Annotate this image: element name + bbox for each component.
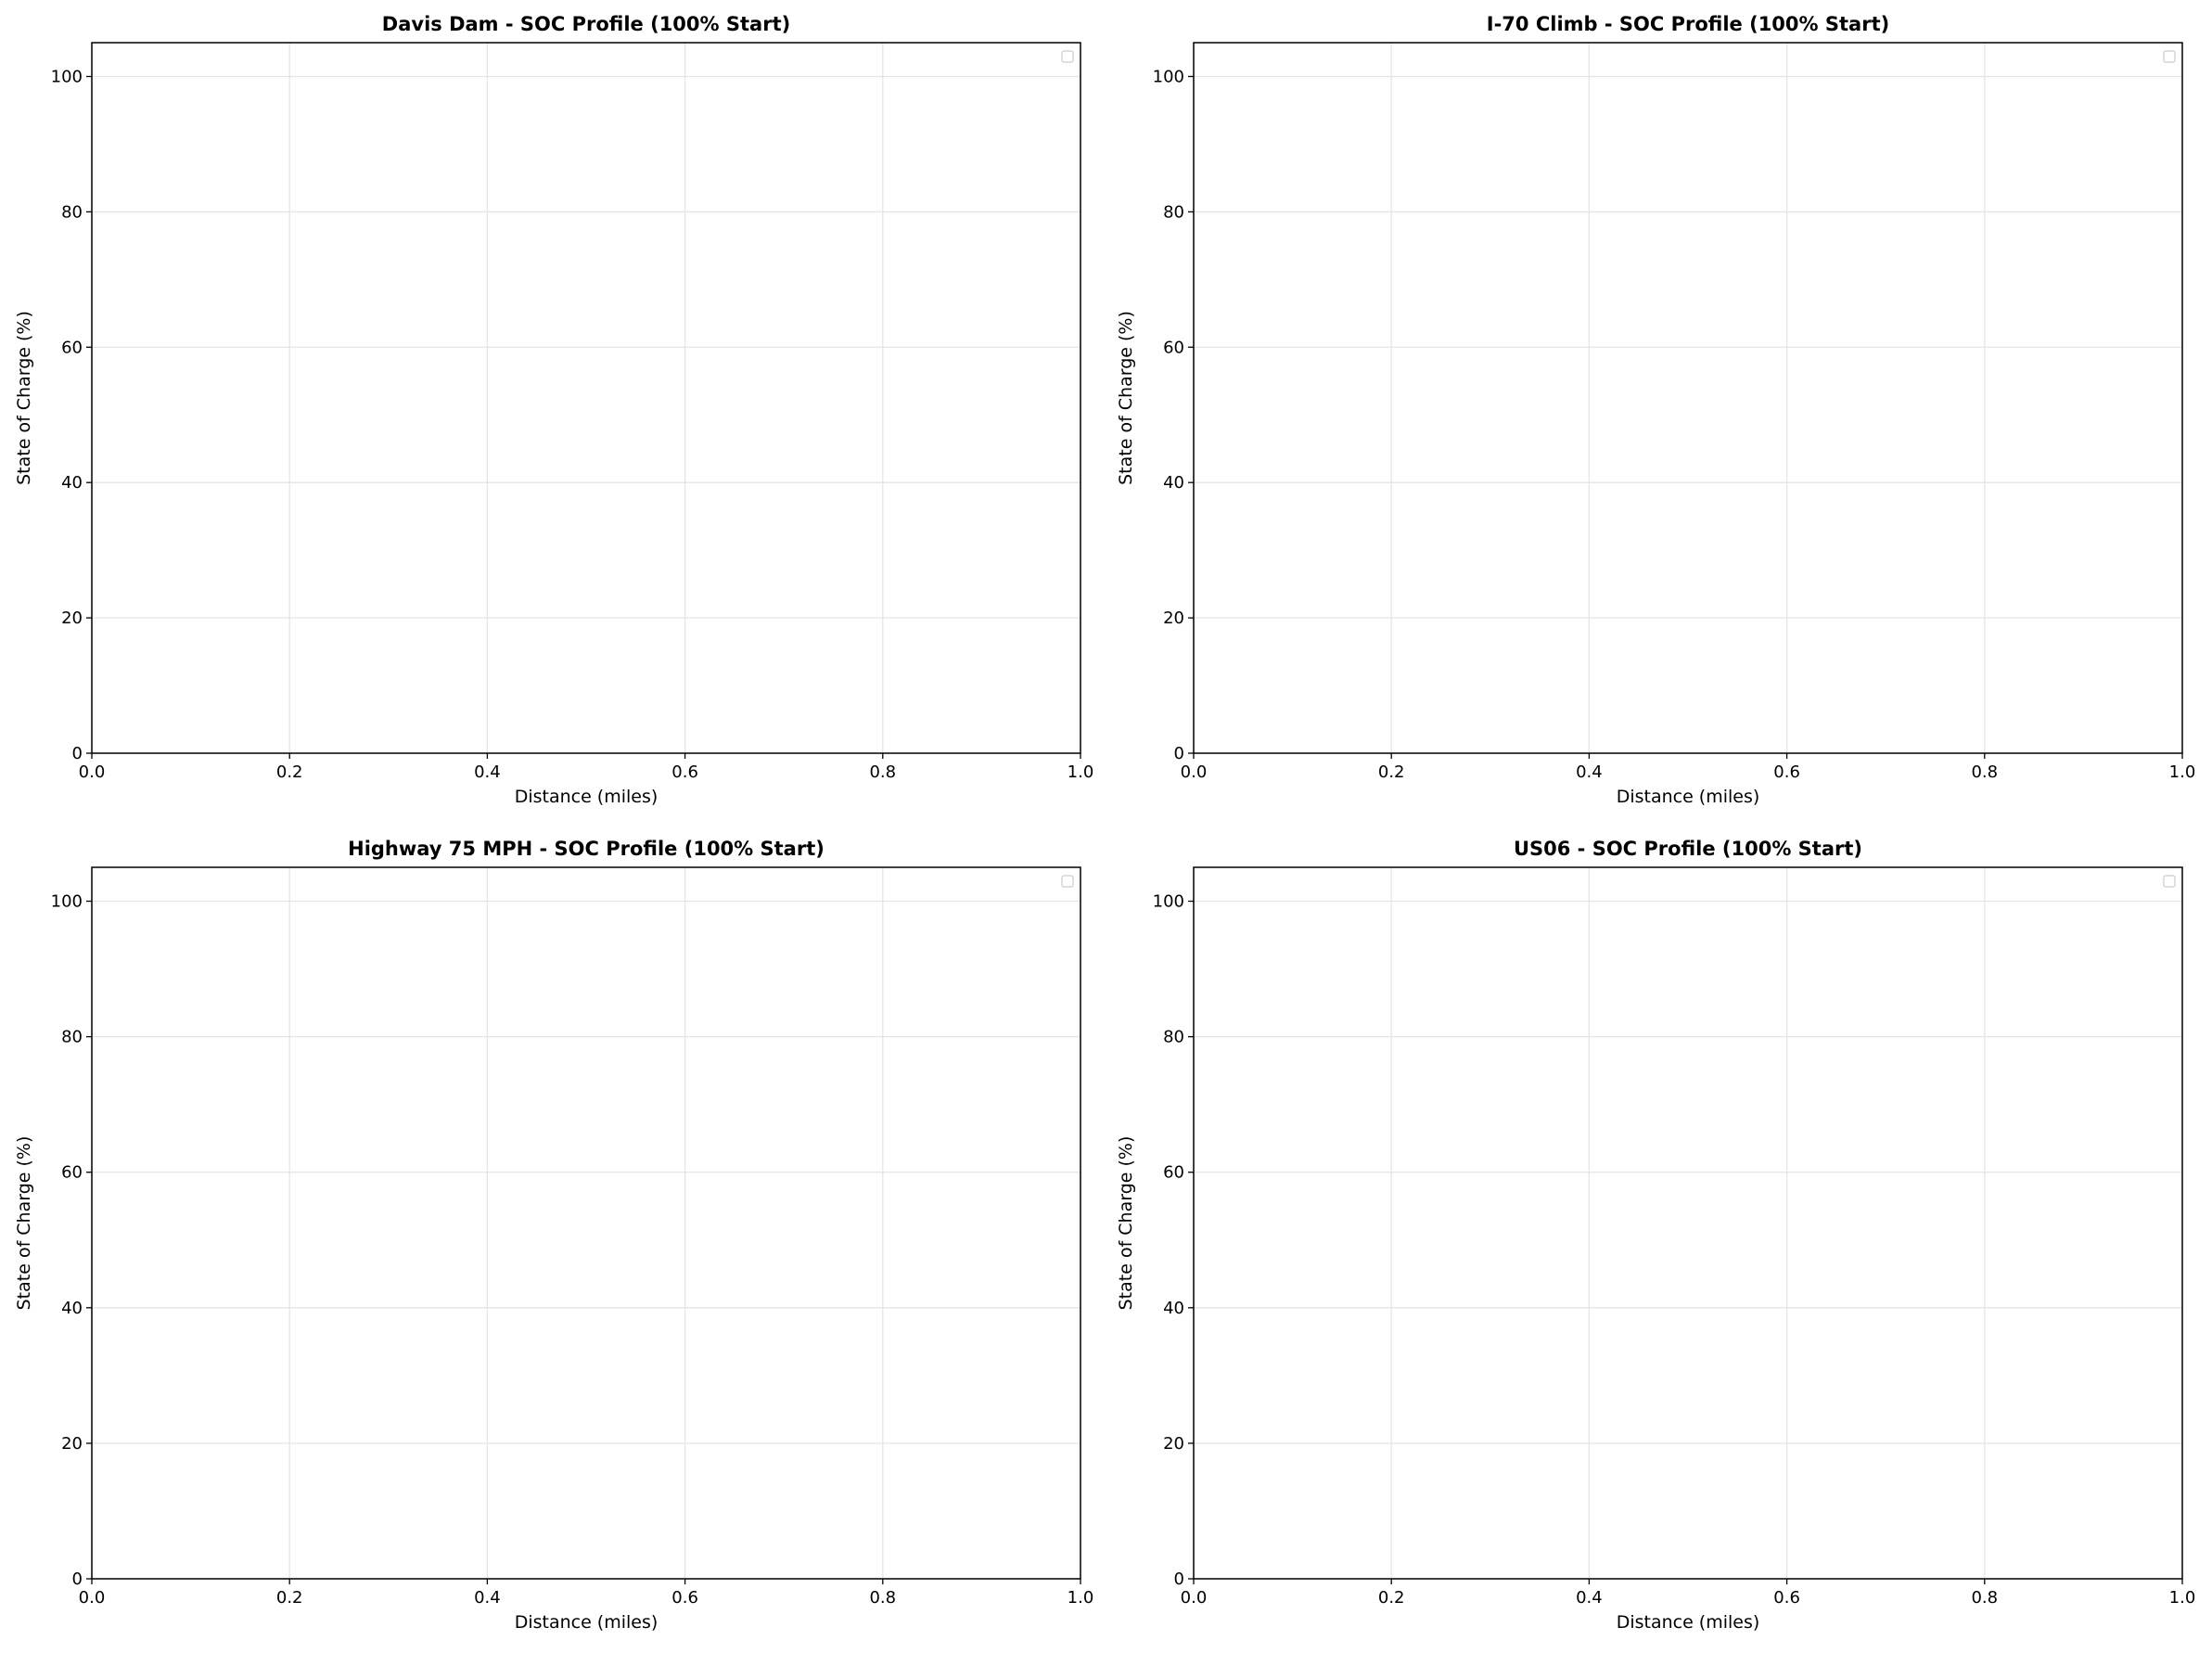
- y-axis-label: State of Charge (%): [14, 1136, 34, 1311]
- chart-title: Highway 75 MPH - SOC Profile (100% Start…: [348, 838, 825, 860]
- x-tick-label: 0.0: [1181, 1588, 1208, 1608]
- x-axis-label: Distance (miles): [515, 787, 658, 807]
- x-tick-label: 0.6: [671, 1588, 698, 1608]
- x-tick-label: 0.0: [1181, 762, 1208, 782]
- legend: [1061, 875, 1074, 888]
- y-tick-label: 60: [1163, 1163, 1184, 1183]
- plot-frame: [91, 42, 1081, 754]
- x-tick-label: 1.0: [2169, 1588, 2196, 1608]
- y-tick-label: 0: [72, 744, 83, 763]
- x-tick-label: 0.2: [276, 1588, 303, 1608]
- chart-title: I-70 Climb - SOC Profile (100% Start): [1487, 13, 1889, 35]
- y-tick-label: 40: [61, 1299, 83, 1318]
- chart-title: Davis Dam - SOC Profile (100% Start): [382, 13, 790, 35]
- plot-frame: [1193, 42, 2183, 754]
- x-tick-label: 0.8: [1971, 762, 1998, 782]
- y-tick-label: 40: [61, 473, 83, 493]
- y-axis-label: State of Charge (%): [1116, 311, 1136, 485]
- y-axis-label: State of Charge (%): [1116, 1136, 1136, 1311]
- y-tick-label: 80: [1163, 1028, 1184, 1047]
- y-tick-label: 100: [51, 67, 83, 86]
- y-tick-label: 80: [1163, 202, 1184, 222]
- x-tick-label: 0.2: [1378, 762, 1405, 782]
- y-axis-label: State of Charge (%): [14, 311, 34, 485]
- y-tick-label: 0: [72, 1570, 83, 1589]
- y-tick-label: 100: [51, 892, 83, 912]
- x-tick-label: 0.8: [869, 762, 896, 782]
- plot-frame: [91, 866, 1081, 1580]
- y-tick-label: 80: [61, 1028, 83, 1047]
- x-tick-label: 0.2: [1378, 1588, 1405, 1608]
- x-tick-label: 0.8: [1971, 1588, 1998, 1608]
- y-tick-label: 100: [1153, 67, 1184, 86]
- legend: [2163, 875, 2176, 888]
- x-axis-label: Distance (miles): [515, 1612, 658, 1633]
- x-tick-label: 1.0: [1068, 762, 1094, 782]
- x-tick-label: 0.4: [1576, 1588, 1603, 1608]
- y-tick-label: 0: [1174, 1570, 1184, 1589]
- y-tick-label: 100: [1153, 892, 1184, 912]
- x-tick-label: 0.4: [474, 1588, 501, 1608]
- x-tick-label: 0.2: [276, 762, 303, 782]
- y-tick-label: 20: [1163, 609, 1184, 628]
- legend: [2163, 50, 2176, 63]
- y-tick-label: 20: [61, 609, 83, 628]
- x-tick-label: 1.0: [1068, 1588, 1094, 1608]
- x-tick-label: 0.6: [671, 762, 698, 782]
- y-tick-label: 60: [1163, 338, 1184, 357]
- y-tick-label: 60: [61, 338, 83, 357]
- x-axis-label: Distance (miles): [1617, 1612, 1760, 1633]
- y-tick-label: 60: [61, 1163, 83, 1183]
- x-tick-label: 0.8: [869, 1588, 896, 1608]
- x-tick-label: 0.6: [1773, 762, 1800, 782]
- y-tick-label: 20: [61, 1434, 83, 1454]
- legend: [1061, 50, 1074, 63]
- x-tick-label: 0.4: [474, 762, 501, 782]
- plot-frame: [1193, 866, 2183, 1580]
- x-tick-label: 1.0: [2169, 762, 2196, 782]
- x-tick-label: 0.6: [1773, 1588, 1800, 1608]
- x-tick-label: 0.0: [79, 762, 106, 782]
- x-tick-label: 0.0: [79, 1588, 106, 1608]
- x-tick-label: 0.4: [1576, 762, 1603, 782]
- chart-title: US06 - SOC Profile (100% Start): [1514, 838, 1862, 860]
- y-tick-label: 0: [1174, 744, 1184, 763]
- y-tick-label: 40: [1163, 473, 1184, 493]
- x-axis-label: Distance (miles): [1617, 787, 1760, 807]
- y-tick-label: 40: [1163, 1299, 1184, 1318]
- y-tick-label: 80: [61, 202, 83, 222]
- y-tick-label: 20: [1163, 1434, 1184, 1454]
